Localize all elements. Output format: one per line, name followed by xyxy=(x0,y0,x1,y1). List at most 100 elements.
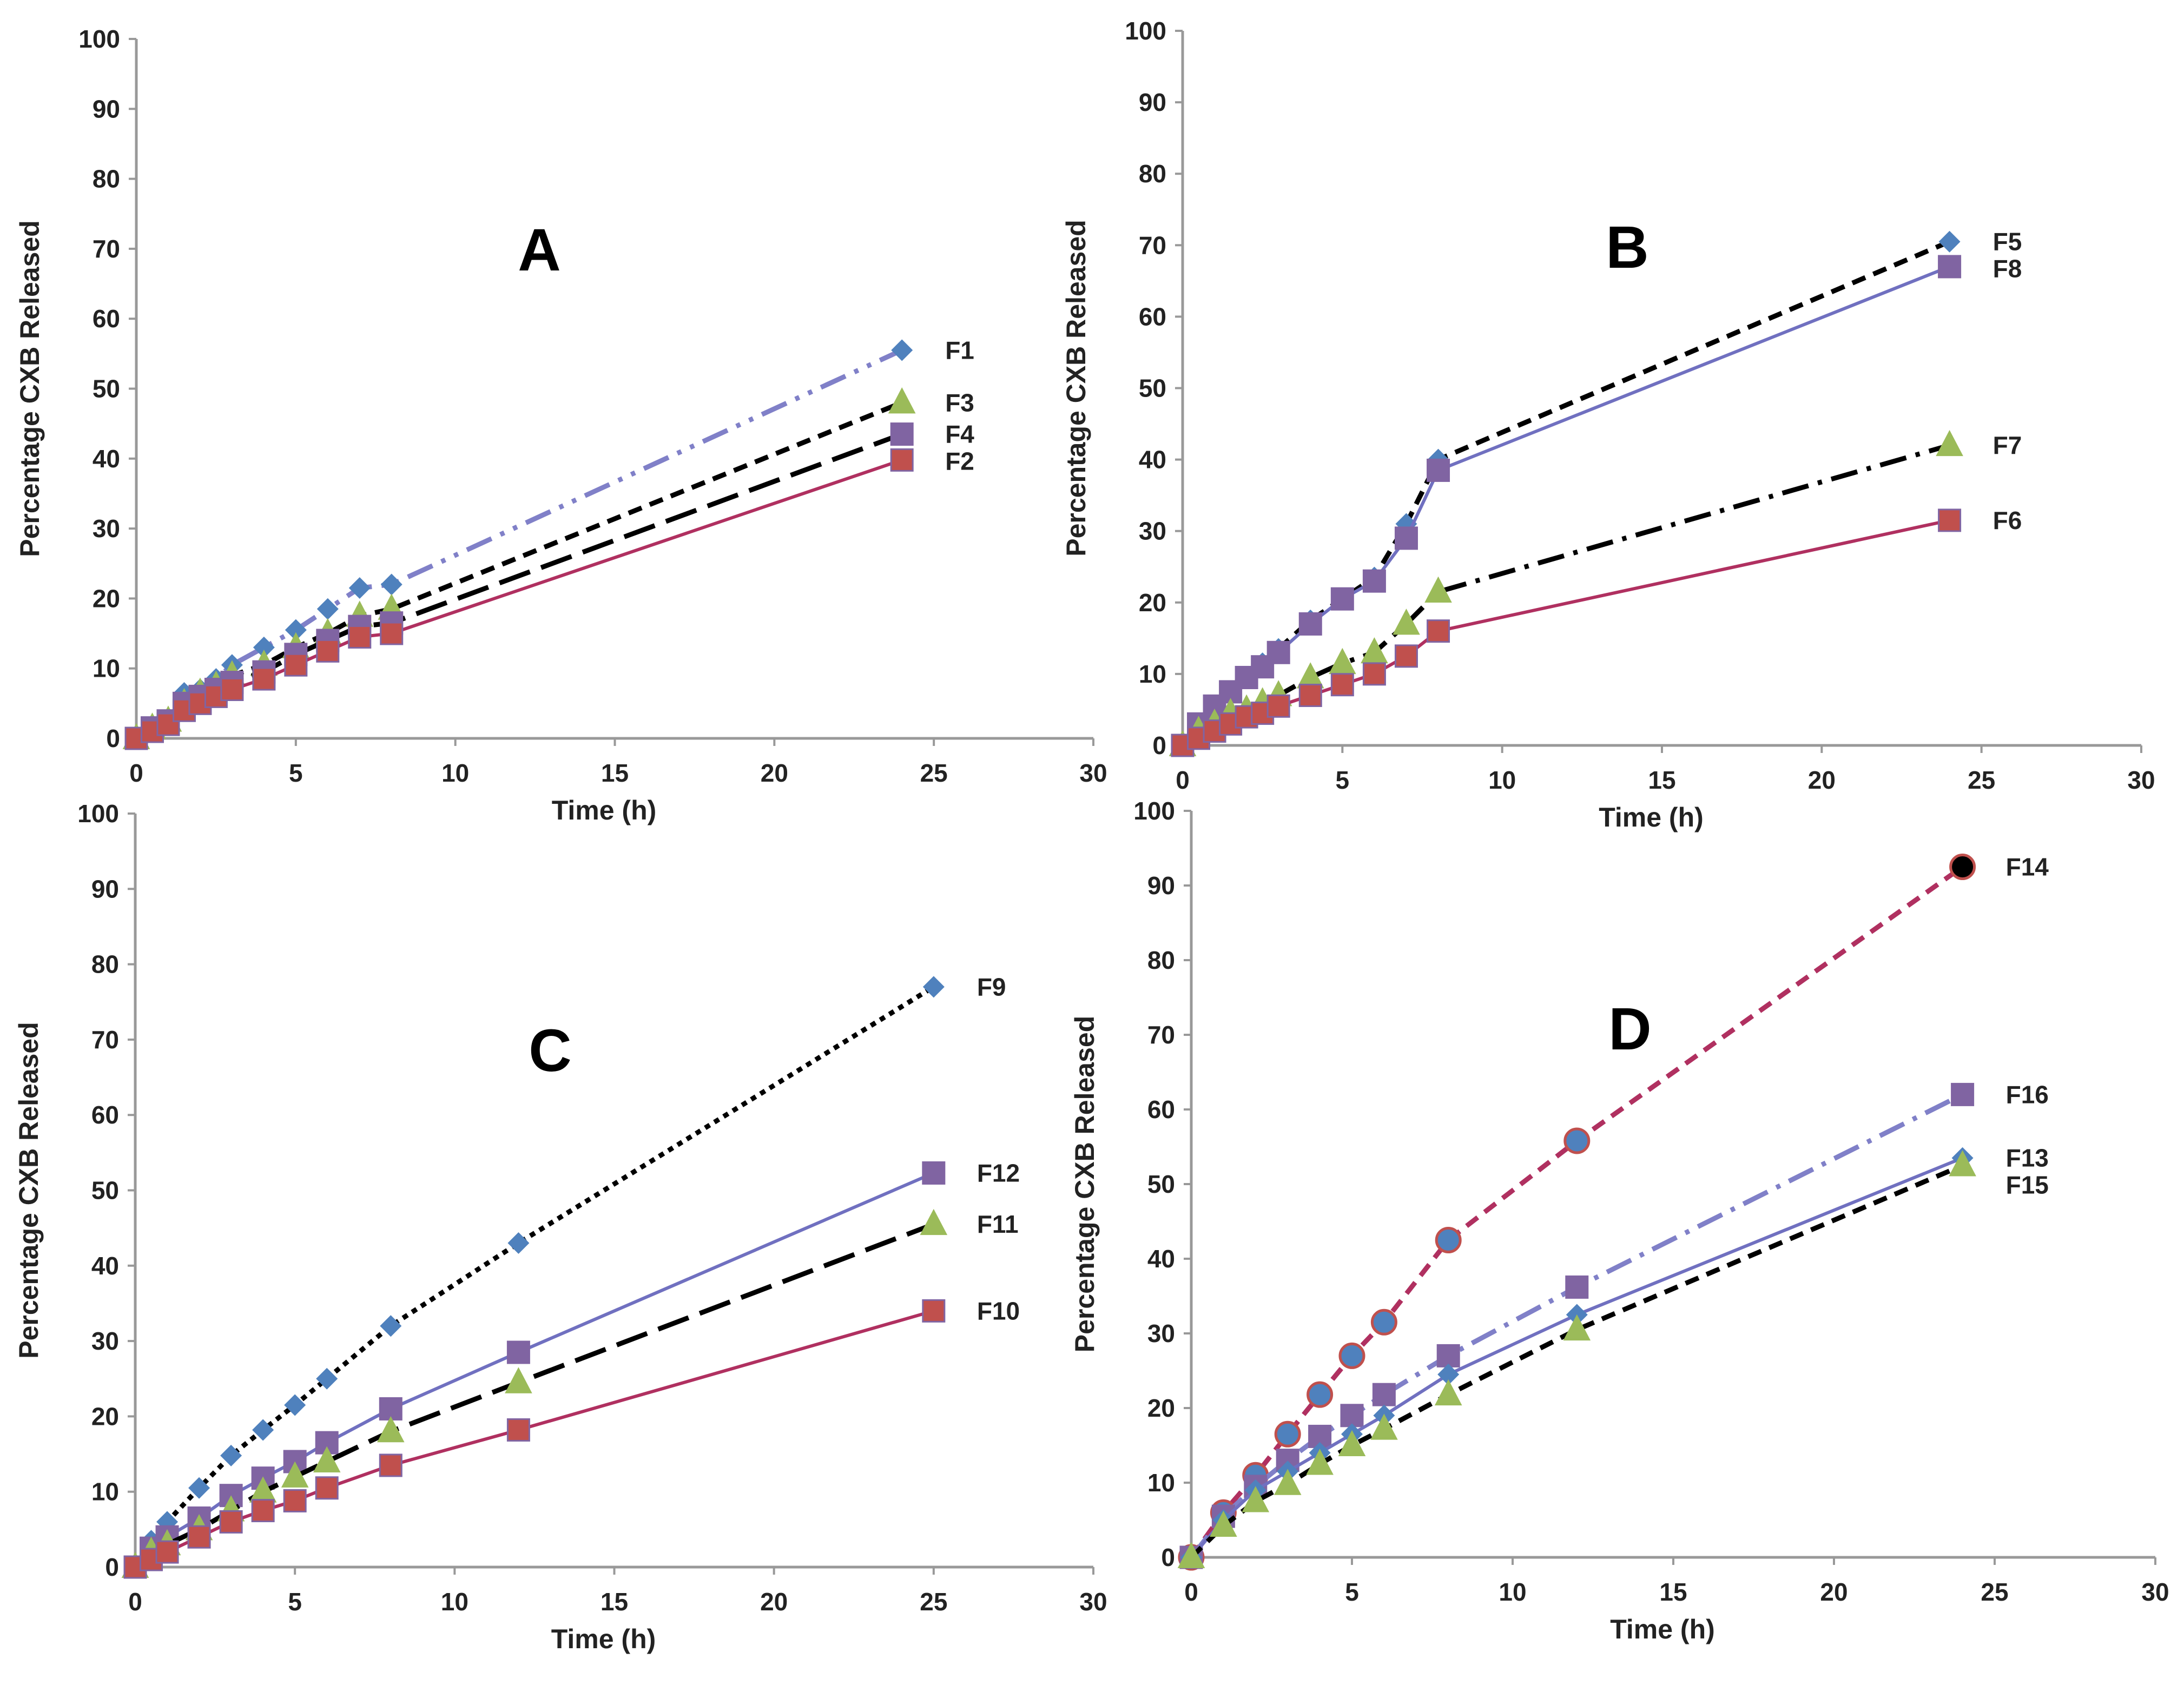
x-tick-label: 20 xyxy=(1820,1578,1848,1606)
y-tick-label: 40 xyxy=(93,445,120,473)
y-axis-title: Percentage CXB Released xyxy=(14,1022,44,1359)
series-line-F15 xyxy=(1189,1163,1964,1560)
series-line-F5 xyxy=(1180,239,1951,747)
data-point-F9 xyxy=(284,1394,306,1416)
y-tick-label: 70 xyxy=(91,1026,119,1054)
data-point-F14 xyxy=(1274,1420,1301,1448)
y-tick-label: 80 xyxy=(91,950,119,979)
y-tick-label: 20 xyxy=(93,584,120,612)
x-tick-label: 0 xyxy=(129,759,143,787)
data-point-F7 xyxy=(1329,647,1356,675)
data-point-F10 xyxy=(283,1489,307,1512)
data-point-F6 xyxy=(1266,694,1290,718)
x-tick-label: 10 xyxy=(441,1588,469,1616)
y-tick-label: 60 xyxy=(1139,302,1166,331)
series-line-F2 xyxy=(135,458,903,740)
data-point-F11 xyxy=(920,1208,948,1235)
data-point-F16 xyxy=(1308,1424,1332,1448)
data-point-F14 xyxy=(1949,854,1976,880)
data-point-F15 xyxy=(1949,1150,1976,1177)
series-label-F7: F7 xyxy=(1993,431,2022,459)
data-point-F1 xyxy=(348,577,371,599)
data-point-F15 xyxy=(1306,1449,1334,1475)
data-point-F9 xyxy=(188,1477,210,1499)
x-axis-title: Time (h) xyxy=(1610,1614,1715,1644)
y-tick-label: 30 xyxy=(1147,1319,1175,1347)
series-label-F15: F15 xyxy=(2006,1171,2049,1199)
y-tick-label: 0 xyxy=(106,724,120,752)
y-tick-label: 0 xyxy=(1161,1543,1175,1571)
data-point-F1 xyxy=(316,598,339,620)
data-point-F9 xyxy=(507,1232,530,1254)
data-point-F15 xyxy=(1210,1510,1237,1537)
data-point-F6 xyxy=(1427,619,1450,643)
data-point-F15 xyxy=(1370,1413,1398,1440)
data-point-F7 xyxy=(1361,637,1388,664)
data-point-F2 xyxy=(890,448,914,472)
data-point-F12 xyxy=(379,1397,403,1420)
data-point-F7 xyxy=(1393,609,1420,635)
data-point-F9 xyxy=(380,1315,402,1337)
x-tick-label: 20 xyxy=(1808,766,1836,794)
data-point-F14 xyxy=(1435,1227,1462,1253)
series-line-F16 xyxy=(1189,1092,1964,1559)
data-point-F6 xyxy=(1938,508,1962,532)
data-point-F10 xyxy=(219,1510,243,1534)
series-label-F8: F8 xyxy=(1993,255,2022,283)
y-tick-label: 0 xyxy=(1152,731,1166,759)
y-tick-label: 90 xyxy=(1139,88,1166,116)
series-label-F5: F5 xyxy=(1993,228,2022,256)
series-label-F12: F12 xyxy=(977,1159,1020,1187)
data-point-F10 xyxy=(315,1476,339,1500)
y-tick-label: 50 xyxy=(91,1177,119,1205)
data-point-F3 xyxy=(888,387,916,414)
x-tick-label: 15 xyxy=(601,759,629,787)
series-line-F3 xyxy=(135,400,903,741)
data-point-F8 xyxy=(1330,587,1354,611)
y-tick-label: 70 xyxy=(1147,1021,1175,1049)
data-point-F2 xyxy=(380,622,404,645)
data-point-F2 xyxy=(348,625,372,649)
data-point-F15 xyxy=(1242,1486,1270,1512)
data-point-F4 xyxy=(890,422,914,446)
data-point-F6 xyxy=(1362,662,1386,686)
data-point-F11 xyxy=(313,1446,341,1472)
data-point-F16 xyxy=(1951,1082,1975,1106)
data-point-F12 xyxy=(922,1161,946,1185)
data-point-F15 xyxy=(1434,1379,1462,1406)
data-point-F6 xyxy=(1330,673,1354,697)
data-point-F7 xyxy=(1936,429,1963,457)
y-tick-label: 70 xyxy=(93,235,120,263)
y-axis-title: Percentage CXB Released xyxy=(1061,220,1091,557)
data-point-F2 xyxy=(284,653,308,677)
data-point-F8 xyxy=(1427,458,1450,482)
panel-letter: B xyxy=(1606,214,1648,281)
x-axis-title: Time (h) xyxy=(552,795,657,825)
x-axis-title: Time (h) xyxy=(1599,802,1704,832)
x-tick-label: 25 xyxy=(1981,1578,2008,1606)
y-tick-label: 60 xyxy=(91,1101,119,1129)
y-tick-label: 30 xyxy=(93,514,120,543)
series-label-F6: F6 xyxy=(1993,506,2022,534)
y-tick-label: 30 xyxy=(91,1327,119,1355)
y-tick-label: 80 xyxy=(93,165,120,193)
series-label-F16: F16 xyxy=(2006,1080,2049,1108)
data-point-F16 xyxy=(1372,1383,1396,1406)
data-point-F8 xyxy=(1298,612,1322,636)
x-tick-label: 5 xyxy=(288,1588,302,1616)
panel-letter: A xyxy=(518,217,560,283)
y-tick-label: 10 xyxy=(1147,1469,1175,1497)
series-label-F10: F10 xyxy=(977,1297,1020,1325)
data-point-F11 xyxy=(505,1367,532,1393)
x-tick-label: 30 xyxy=(1079,759,1107,787)
y-axis-title: Percentage CXB Released xyxy=(15,220,45,557)
y-tick-label: 20 xyxy=(91,1402,119,1430)
y-tick-label: 10 xyxy=(1139,660,1166,688)
y-tick-label: 100 xyxy=(78,25,120,53)
data-point-F13 xyxy=(1437,1363,1460,1385)
y-tick-label: 90 xyxy=(93,95,120,123)
data-point-F16 xyxy=(1565,1275,1589,1299)
data-point-F1 xyxy=(380,573,403,596)
